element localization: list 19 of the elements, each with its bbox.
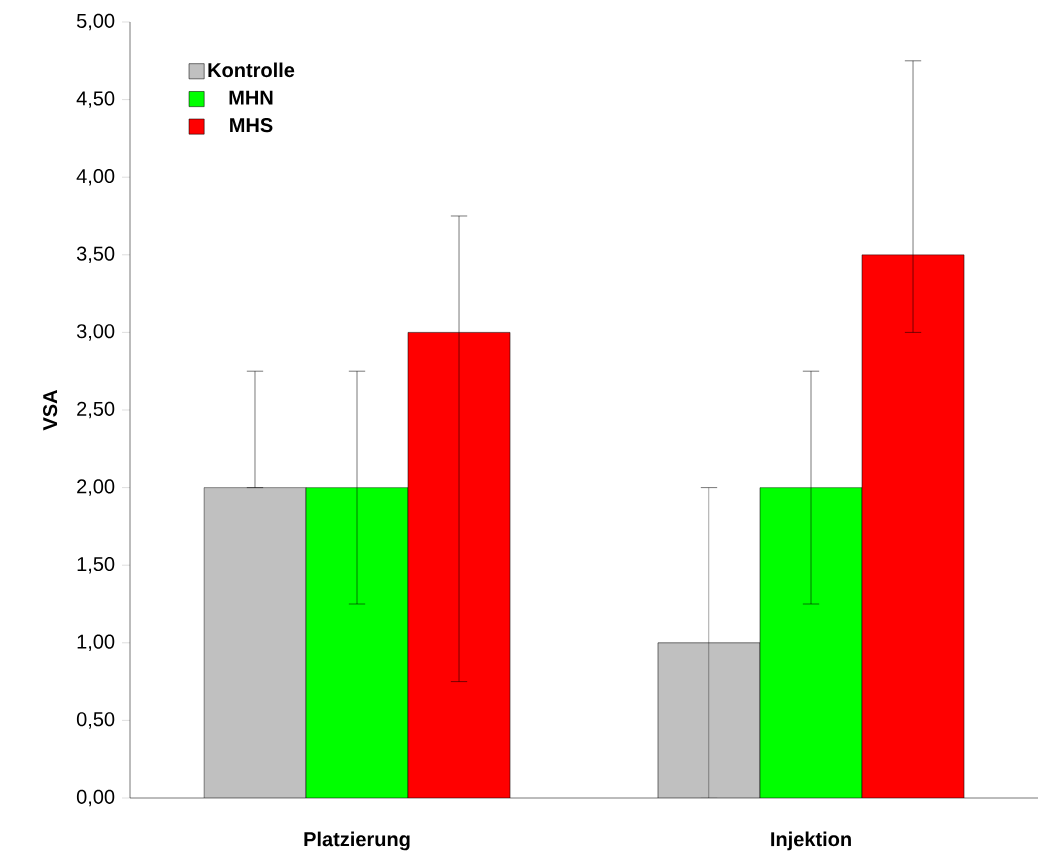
legend-label: Kontrolle bbox=[208, 62, 295, 78]
y-tick-label: 1,50 bbox=[77, 556, 115, 574]
legend-label: MHN bbox=[229, 90, 273, 105]
y-tick-label: 3,00 bbox=[76, 324, 115, 341]
legend-label: MHS bbox=[230, 118, 273, 133]
y-axis-title: VSA bbox=[43, 389, 58, 431]
y-tick-label: 5,00 bbox=[76, 13, 115, 31]
y-tick-label: 2,50 bbox=[77, 401, 115, 419]
y-tick-label: 4,50 bbox=[76, 91, 115, 108]
bar bbox=[657, 642, 761, 798]
x-tick-label: Platzierung bbox=[304, 831, 410, 851]
x-tick-label: Injektion bbox=[771, 831, 851, 851]
y-tick-label: 2,00 bbox=[77, 479, 115, 496]
y-tick-label: 0,00 bbox=[76, 789, 115, 807]
y-tick-label: 4,00 bbox=[76, 168, 115, 186]
bar bbox=[203, 487, 306, 798]
y-tick-label: 3,50 bbox=[76, 246, 115, 264]
y-tick-label: 0,50 bbox=[76, 712, 115, 729]
y-tick-label: 1,00 bbox=[77, 634, 115, 652]
